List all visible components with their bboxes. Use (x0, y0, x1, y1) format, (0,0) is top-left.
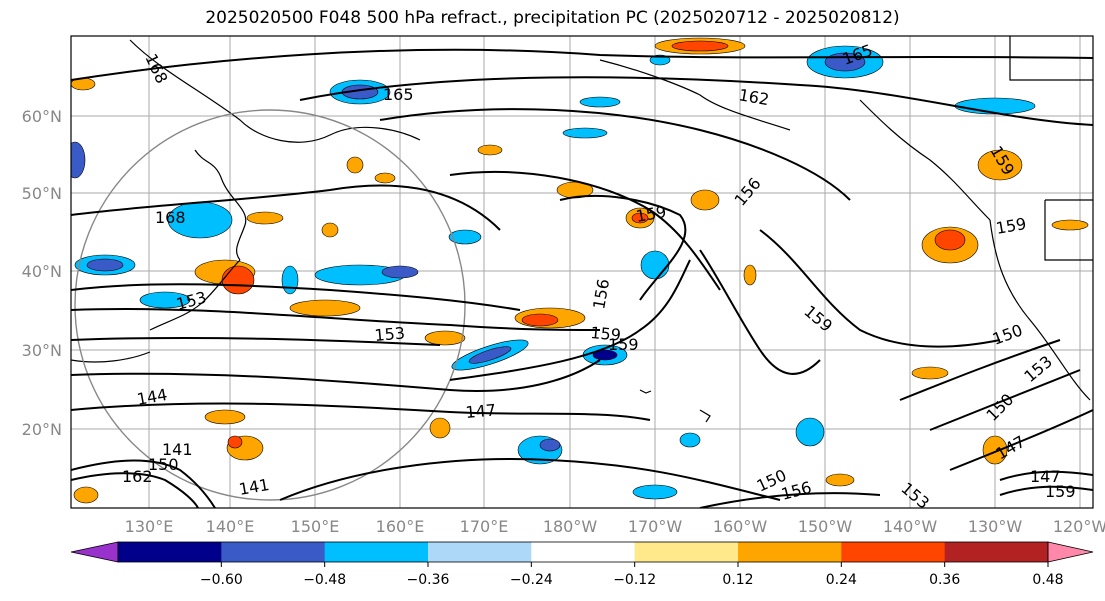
lon-label: 140°E (206, 517, 255, 536)
colorbar-segment (738, 542, 842, 562)
colorbar-segment (324, 542, 429, 562)
lon-label: 150°W (798, 517, 853, 536)
lon-label: 130°W (968, 517, 1023, 536)
colorbar: −0.60 −0.48 −0.36 −0.24 −0.12 0.12 0.24 0.36 0.4… (70, 541, 1094, 588)
colorbar-tick-label: 0.36 (929, 572, 960, 588)
colorbar-extend-high (1047, 541, 1094, 563)
colorbar-tick-label: −0.12 (613, 572, 656, 588)
longitude-axis: 130°E 140°E 150°E 160°E 170°E 180°W 170°… (125, 517, 1105, 536)
colorbar-segment (841, 542, 946, 562)
lon-label: 140°W (883, 517, 938, 536)
lon-label: 170°E (460, 517, 509, 536)
colorbar-segment (944, 542, 1049, 562)
contour-label: 168 (155, 208, 186, 227)
precipitation-shading (71, 37, 1089, 504)
lon-label: 160°W (713, 517, 768, 536)
lon-label: 150°E (291, 517, 340, 536)
colorbar-tick-label: −0.24 (510, 572, 553, 588)
colorbar-frame (117, 541, 1049, 563)
map-frame (70, 35, 1094, 509)
colorbar-segment (221, 542, 326, 562)
map-title: 2025020500 F048 500 hPa refract., precip… (205, 8, 900, 28)
contour-label: 162 (122, 467, 153, 486)
contour-label: 141 (162, 440, 193, 459)
latitude-axis: 20°N 30°N 40°N 50°N 60°N (22, 107, 62, 439)
colorbar-segment (118, 542, 222, 562)
map-panel: 168 165 165 162 168 156 159 156 159 159 … (70, 35, 1094, 509)
lat-label: 40°N (22, 262, 62, 281)
colorbar-segment (531, 542, 636, 562)
lat-label: 60°N (22, 107, 62, 126)
refractivity-contours (71, 48, 1093, 508)
contour-label: 159 (590, 323, 622, 345)
colorbar-tick-label: 0.24 (826, 572, 857, 588)
lat-label: 30°N (22, 341, 62, 360)
lon-label: 180°W (543, 517, 598, 536)
lon-label: 170°W (628, 517, 683, 536)
contour-label: 159 (1045, 482, 1076, 501)
contour-label: 159 (608, 335, 639, 354)
lon-label: 120°W (1053, 517, 1105, 536)
contour-label: 153 (374, 323, 406, 345)
lon-label: 130°E (125, 517, 174, 536)
colorbar-tick-label: −0.60 (200, 572, 243, 588)
colorbar-tick-label: −0.48 (303, 572, 346, 588)
coastlines (71, 36, 1093, 423)
colorbar-segment (428, 542, 532, 562)
lat-label: 50°N (22, 184, 62, 203)
contour-label: 150 (148, 455, 179, 474)
colorbar-tick-label: 0.12 (722, 572, 753, 588)
contour-label: 147 (465, 400, 497, 422)
colorbar-tick-label: −0.36 (407, 572, 450, 588)
colorbar-segment (634, 542, 739, 562)
colorbar-extend-low (70, 541, 119, 563)
contour-label: 147 (1030, 467, 1061, 486)
domain-outline (74, 109, 466, 501)
colorbar-tick-label: 0.48 (1032, 572, 1063, 588)
lon-label: 160°E (376, 517, 425, 536)
lat-label: 20°N (22, 420, 62, 439)
contour-label: 165 (383, 85, 414, 104)
